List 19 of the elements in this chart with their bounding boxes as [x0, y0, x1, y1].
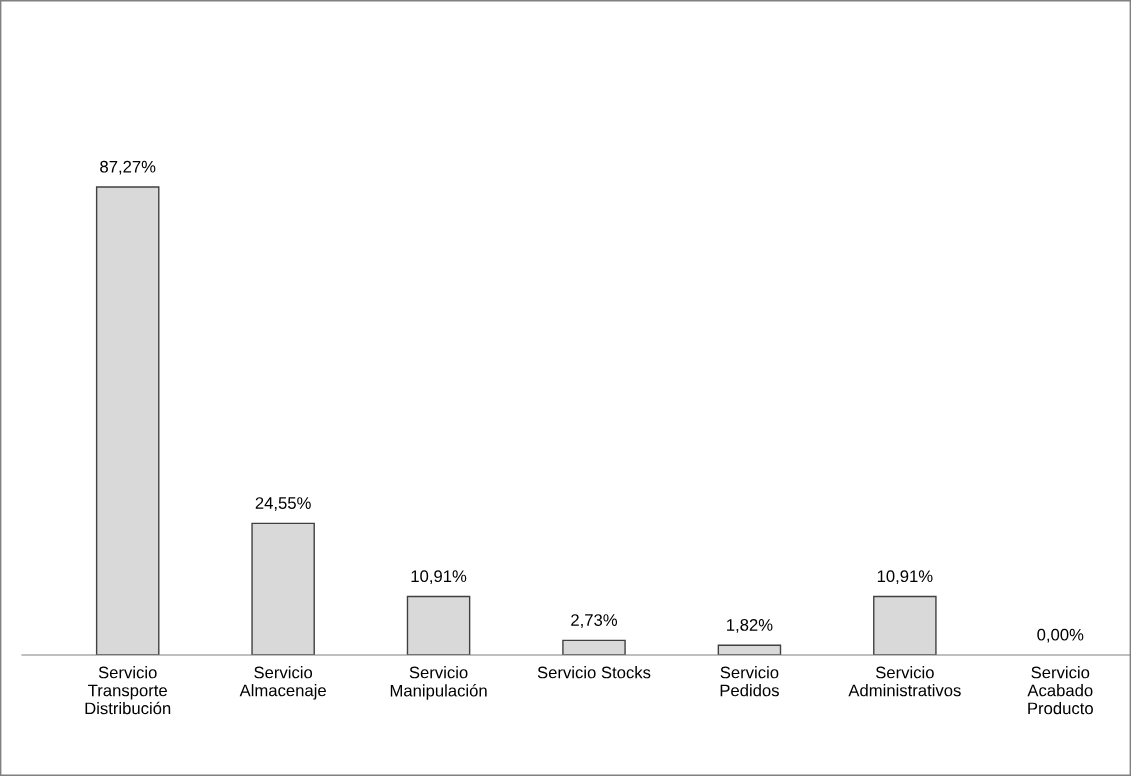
data-label: 1,82%: [727, 619, 773, 633]
x-tick-label: Servicio Pedidos: [720, 666, 779, 697]
data-label: 2,73%: [571, 614, 618, 628]
bar: [873, 595, 937, 655]
bar: [251, 522, 315, 655]
bar: [95, 186, 160, 655]
data-label: 24,55%: [255, 497, 311, 511]
x-tick-label: Servicio Acabado Producto: [1027, 666, 1093, 715]
data-label: 10,91%: [877, 570, 933, 585]
bar: [562, 639, 626, 655]
x-tick-label: Servicio Almacenaje: [239, 666, 326, 700]
x-tick-label: Servicio Stocks: [537, 666, 651, 679]
bar: [406, 595, 471, 655]
data-label: 87,27%: [100, 160, 156, 175]
x-tick-label: Servicio Manipulación: [390, 666, 487, 700]
data-label: 0,00%: [1037, 628, 1084, 643]
x-tick-label: Servicio Transporte Distribución: [85, 666, 171, 715]
data-label: 10,91%: [411, 570, 467, 585]
x-tick-label: Servicio Administrativos: [848, 666, 961, 697]
